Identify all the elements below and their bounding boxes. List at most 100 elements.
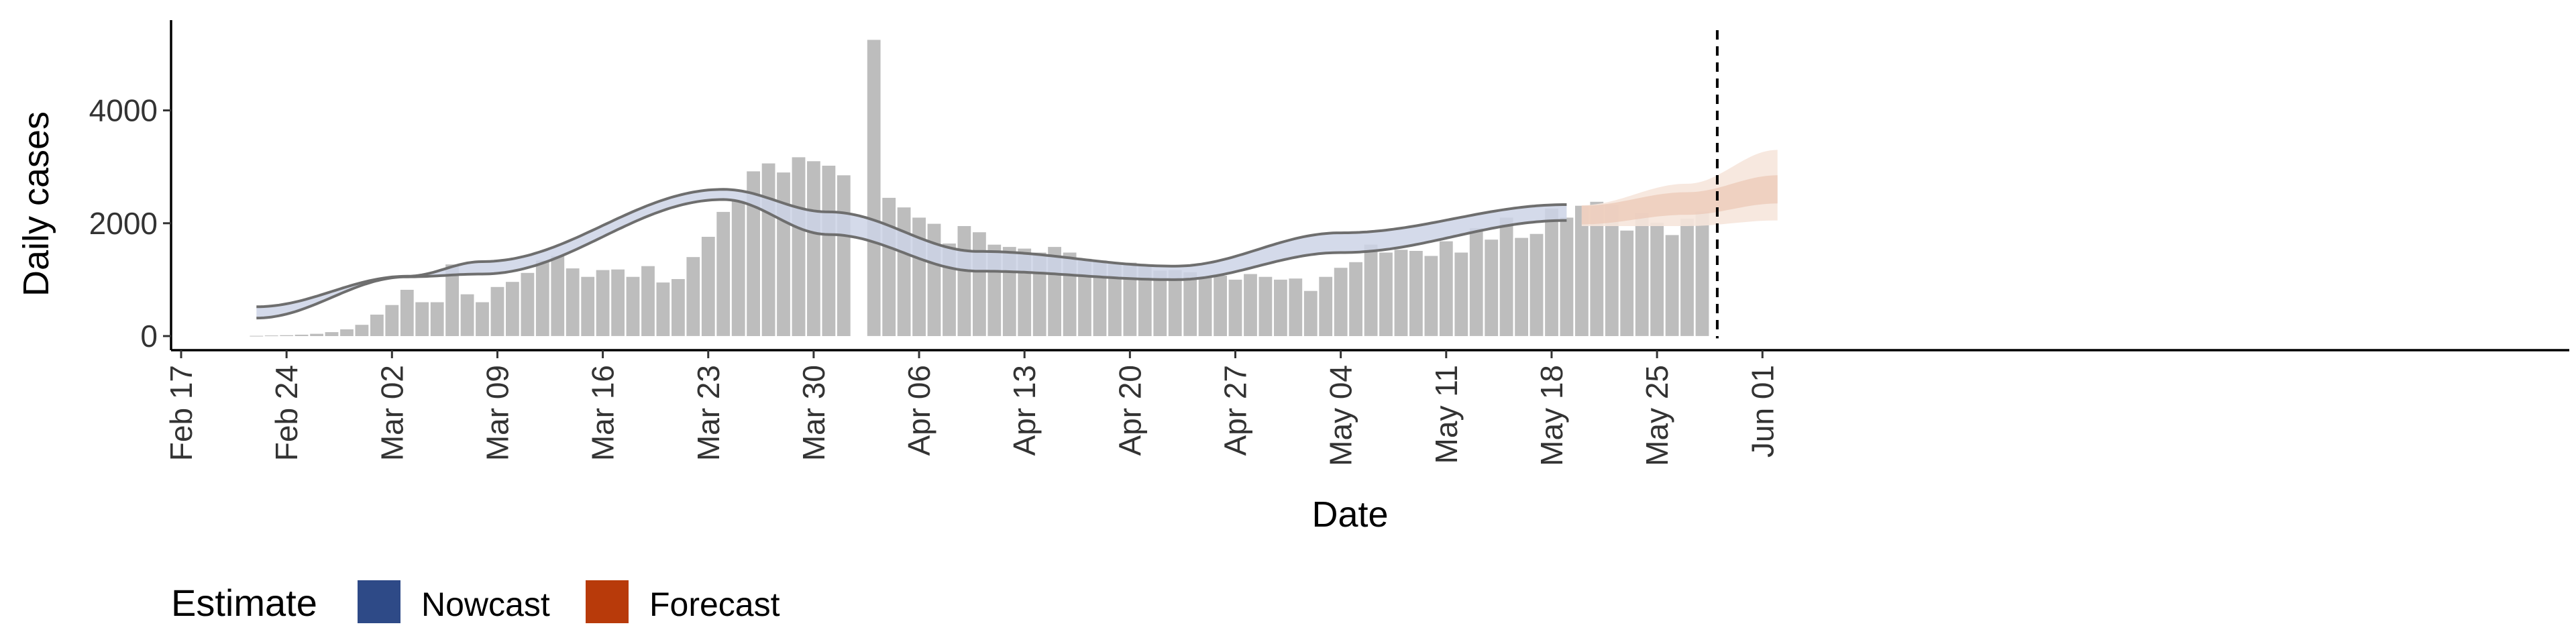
case-bar: [581, 276, 595, 336]
case-bar: [1454, 252, 1468, 336]
y-tick-label: 0: [140, 319, 158, 354]
case-bar: [355, 325, 369, 336]
case-bar: [490, 286, 504, 336]
case-bar: [476, 302, 489, 336]
nowcast-upper-line: [256, 188, 1567, 309]
case-bar: [1093, 260, 1107, 336]
case-bar: [1499, 217, 1513, 336]
case-bar: [1123, 262, 1137, 336]
case-bar: [264, 335, 278, 337]
case-bar: [837, 175, 851, 336]
case-bar: [400, 290, 414, 336]
case-bar: [1575, 205, 1589, 336]
case-bar: [822, 166, 836, 336]
case-bar: [1635, 213, 1649, 336]
x-tick-label: May 25: [1640, 365, 1674, 466]
x-tick-label: Jun 01: [1745, 365, 1780, 458]
x-tick-label: Mar 16: [586, 365, 621, 461]
legend: Estimate Nowcast Forecast: [171, 580, 780, 624]
case-bar: [867, 40, 881, 336]
case-bar: [1138, 265, 1152, 336]
case-bar: [385, 305, 399, 336]
case-bar: [1078, 258, 1091, 336]
x-tick-label: Feb 17: [164, 365, 199, 461]
case-bar: [1560, 217, 1574, 336]
x-tick-label: Apr 20: [1112, 365, 1147, 456]
case-bar: [1303, 290, 1318, 336]
case-bar: [1529, 233, 1544, 336]
case-bar: [551, 256, 565, 336]
case-bar: [310, 333, 323, 336]
case-bar: [1515, 237, 1528, 336]
x-tick-label: Mar 02: [374, 365, 409, 461]
case-bar: [1379, 252, 1393, 336]
nowcast-lower-line: [256, 198, 1567, 320]
case-bar: [672, 279, 685, 336]
case-bar: [792, 157, 806, 336]
case-bar: [1319, 276, 1333, 336]
case-bar: [641, 266, 655, 336]
case-bar: [566, 268, 580, 336]
x-tick-label: Apr 13: [1007, 365, 1042, 456]
case-bar: [957, 226, 971, 336]
case-bar: [1168, 270, 1182, 336]
case-bar: [731, 201, 745, 336]
case-bar: [1680, 219, 1694, 336]
case-bar: [535, 260, 549, 336]
x-tick-label: May 04: [1324, 365, 1358, 466]
case-bar: [1244, 274, 1257, 336]
case-bar: [325, 332, 339, 336]
legend-title: Estimate: [171, 582, 317, 624]
case-bar: [973, 232, 986, 336]
axes-layer: 0 2000 4000 Feb 17 Feb 24 Mar 02 Mar 09 Mar 16 M…: [16, 20, 2569, 535]
case-bar: [1605, 205, 1619, 336]
case-bar: [445, 264, 459, 336]
case-bar: [701, 237, 715, 336]
estimate-bands-layer: [256, 30, 1778, 339]
case-bar: [1198, 277, 1212, 336]
case-bar: [415, 302, 429, 336]
nowcast-band: [256, 189, 1567, 319]
case-bar: [1334, 268, 1348, 336]
legend-swatch-forecast: [586, 580, 629, 623]
x-tick-label: May 18: [1534, 365, 1569, 466]
forecast-inner-band: [1581, 175, 1778, 225]
case-bar: [1258, 276, 1273, 336]
x-tick-label: Apr 06: [902, 365, 936, 456]
case-bar: [1364, 244, 1378, 336]
case-bar: [1394, 250, 1408, 336]
case-bar: [1469, 228, 1483, 336]
case-bar: [370, 315, 384, 336]
case-bar: [1650, 222, 1664, 336]
case-bar: [1620, 230, 1634, 336]
legend-label-nowcast: Nowcast: [421, 586, 550, 623]
case-bar: [1349, 262, 1362, 336]
legend-swatch-nowcast: [358, 580, 400, 623]
case-bar: [294, 334, 309, 336]
case-bar: [686, 257, 700, 336]
case-bar: [1153, 270, 1167, 336]
x-axis-title: Date: [1311, 494, 1388, 535]
case-bar: [1214, 276, 1227, 336]
case-bar: [656, 282, 670, 336]
case-bar: [1108, 264, 1122, 336]
y-tick-label: 2000: [89, 206, 158, 241]
case-bar: [882, 197, 896, 336]
case-bar: [1289, 278, 1303, 336]
case-bar: [626, 276, 640, 336]
case-bar: [280, 335, 294, 336]
case-bar: [747, 171, 760, 336]
case-bar: [761, 163, 775, 336]
case-bar: [506, 282, 519, 336]
case-bar: [340, 329, 354, 336]
x-tick-label: Mar 23: [691, 365, 726, 461]
case-bar: [1424, 256, 1438, 336]
case-bar: [1590, 201, 1604, 336]
case-bar: [1228, 279, 1242, 336]
case-bar: [460, 294, 474, 336]
y-tick-label: 4000: [89, 93, 158, 128]
case-bar: [1409, 251, 1423, 336]
case-bar: [777, 172, 790, 336]
case-bar: [250, 335, 264, 337]
